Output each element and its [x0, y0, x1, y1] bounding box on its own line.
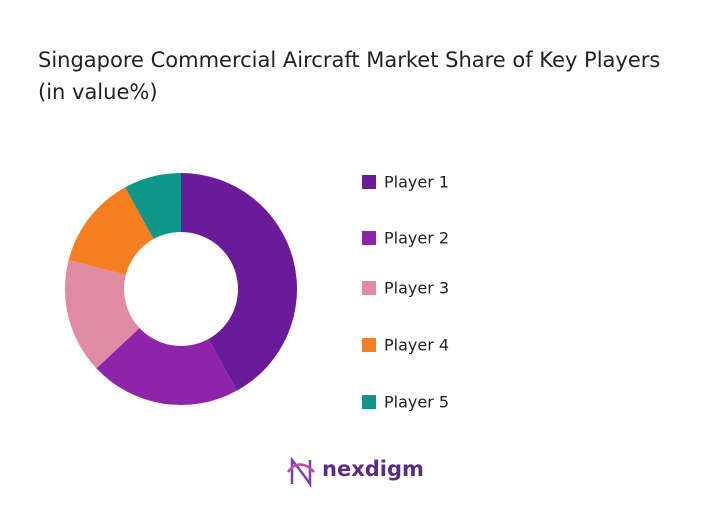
legend-swatch: [362, 395, 376, 409]
legend-label: Player 1: [384, 173, 449, 192]
donut-slice: [96, 328, 237, 405]
legend-label: Player 4: [384, 336, 449, 355]
legend-swatch: [362, 231, 376, 245]
legend-label: Player 5: [384, 393, 449, 412]
donut-slice: [65, 260, 140, 369]
legend-swatch: [362, 338, 376, 352]
donut-slice: [125, 173, 181, 240]
donut-slice: [68, 187, 154, 275]
logo-text: nexdigm: [322, 457, 424, 481]
legend-swatch: [362, 175, 376, 189]
legend-swatch: [362, 281, 376, 295]
legend-label: Player 2: [384, 229, 449, 248]
legend-label: Player 3: [384, 279, 449, 298]
donut-slice: [181, 173, 298, 391]
logo-icon: [286, 456, 315, 489]
chart-title: Singapore Commercial Aircraft Market Sha…: [38, 48, 661, 104]
